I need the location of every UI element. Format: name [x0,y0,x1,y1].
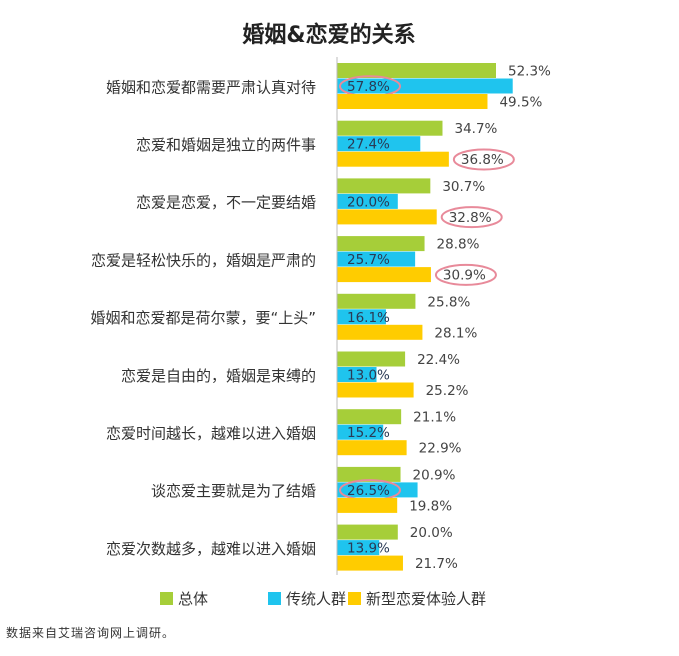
chart-title: 婚姻&恋爱的关系 [242,22,415,48]
plot-area: 婚姻和恋爱都需要严肃认真对待 52.3% 57.8% 49.5% 恋爱和婚姻是独立的两件… [90,57,551,575]
category-label: 恋爱次数越多，越难以进入婚姻 [106,540,316,558]
bar [337,151,449,167]
data-label: 19.8% [409,498,452,514]
bar [337,120,443,136]
bar [337,209,437,225]
data-label: 52.3% [508,64,551,80]
highlight-circle [452,148,515,171]
data-label: 21.7% [415,556,458,572]
data-label: 49.5% [499,95,542,111]
bar [337,351,406,367]
bar [337,466,401,482]
data-label: 28.1% [434,325,477,341]
bar [337,267,431,283]
bar [337,440,407,456]
bar [337,424,384,440]
category-label: 婚姻和恋爱都是荷尔蒙，要“上头” [90,309,316,327]
data-label: 30.9% [443,268,486,284]
data-label: 25.8% [427,294,470,310]
category-label: 谈恋爱主要就是为了结婚 [151,482,316,500]
category-label: 恋爱是恋爱，不一定要结婚 [136,194,316,212]
category-label: 恋爱是轻松快乐的，婚姻是严肃的 [91,251,316,269]
legend-label: 传统人群 [286,590,346,608]
data-label: 28.8% [437,237,480,253]
bar [337,178,431,194]
bar [337,193,398,209]
highlight-circle [440,206,503,229]
legend-label: 新型恋爱体验人群 [366,590,486,608]
bar [337,293,416,309]
bar [337,251,416,267]
source-note: 数据来自艾瑞咨询网上调研。 [6,626,176,640]
bar [337,540,380,556]
data-label: 27.4% [347,137,390,153]
bar [337,94,488,109]
bar [337,382,414,398]
legend-swatch [268,592,281,605]
data-label: 26.5% [347,483,390,499]
bar [337,524,398,540]
bar [337,409,402,425]
bar [337,555,403,571]
data-label: 34.7% [454,121,497,137]
legend-swatch [348,592,361,605]
highlight-circle [434,263,497,286]
data-label: 20.0% [410,525,453,541]
legend-swatch [160,592,173,605]
legend-label: 总体 [178,590,208,608]
data-label: 22.9% [419,441,462,457]
data-label: 25.2% [426,383,469,399]
data-label: 13.0% [347,368,390,384]
bar [337,136,421,152]
bar [337,367,377,382]
data-label: 25.7% [347,252,390,268]
category-label: 恋爱时间越长，越难以进入婚姻 [106,424,316,442]
data-label: 15.2% [347,425,390,441]
bar [337,324,423,340]
data-label: 13.9% [347,541,390,557]
category-label: 婚姻和恋爱都需要严肃认真对待 [106,78,316,96]
data-label: 57.8% [347,79,390,95]
data-label: 30.7% [442,179,485,195]
data-label: 20.0% [347,194,390,210]
data-label: 21.1% [413,410,456,426]
data-label: 22.4% [417,352,460,368]
category-label: 恋爱是自由的，婚姻是束缚的 [121,367,316,385]
bar [337,236,425,252]
category-label: 恋爱和婚姻是独立的两件事 [136,136,316,154]
data-label: 16.1% [347,310,390,326]
bar [337,497,398,513]
legend: 总体 传统人群 新型恋爱体验人群 [160,590,486,608]
data-label: 32.8% [449,210,492,226]
bar [337,309,386,325]
bar [337,63,496,78]
data-label: 20.9% [413,467,456,483]
data-label: 36.8% [461,152,504,168]
bar [337,78,513,94]
